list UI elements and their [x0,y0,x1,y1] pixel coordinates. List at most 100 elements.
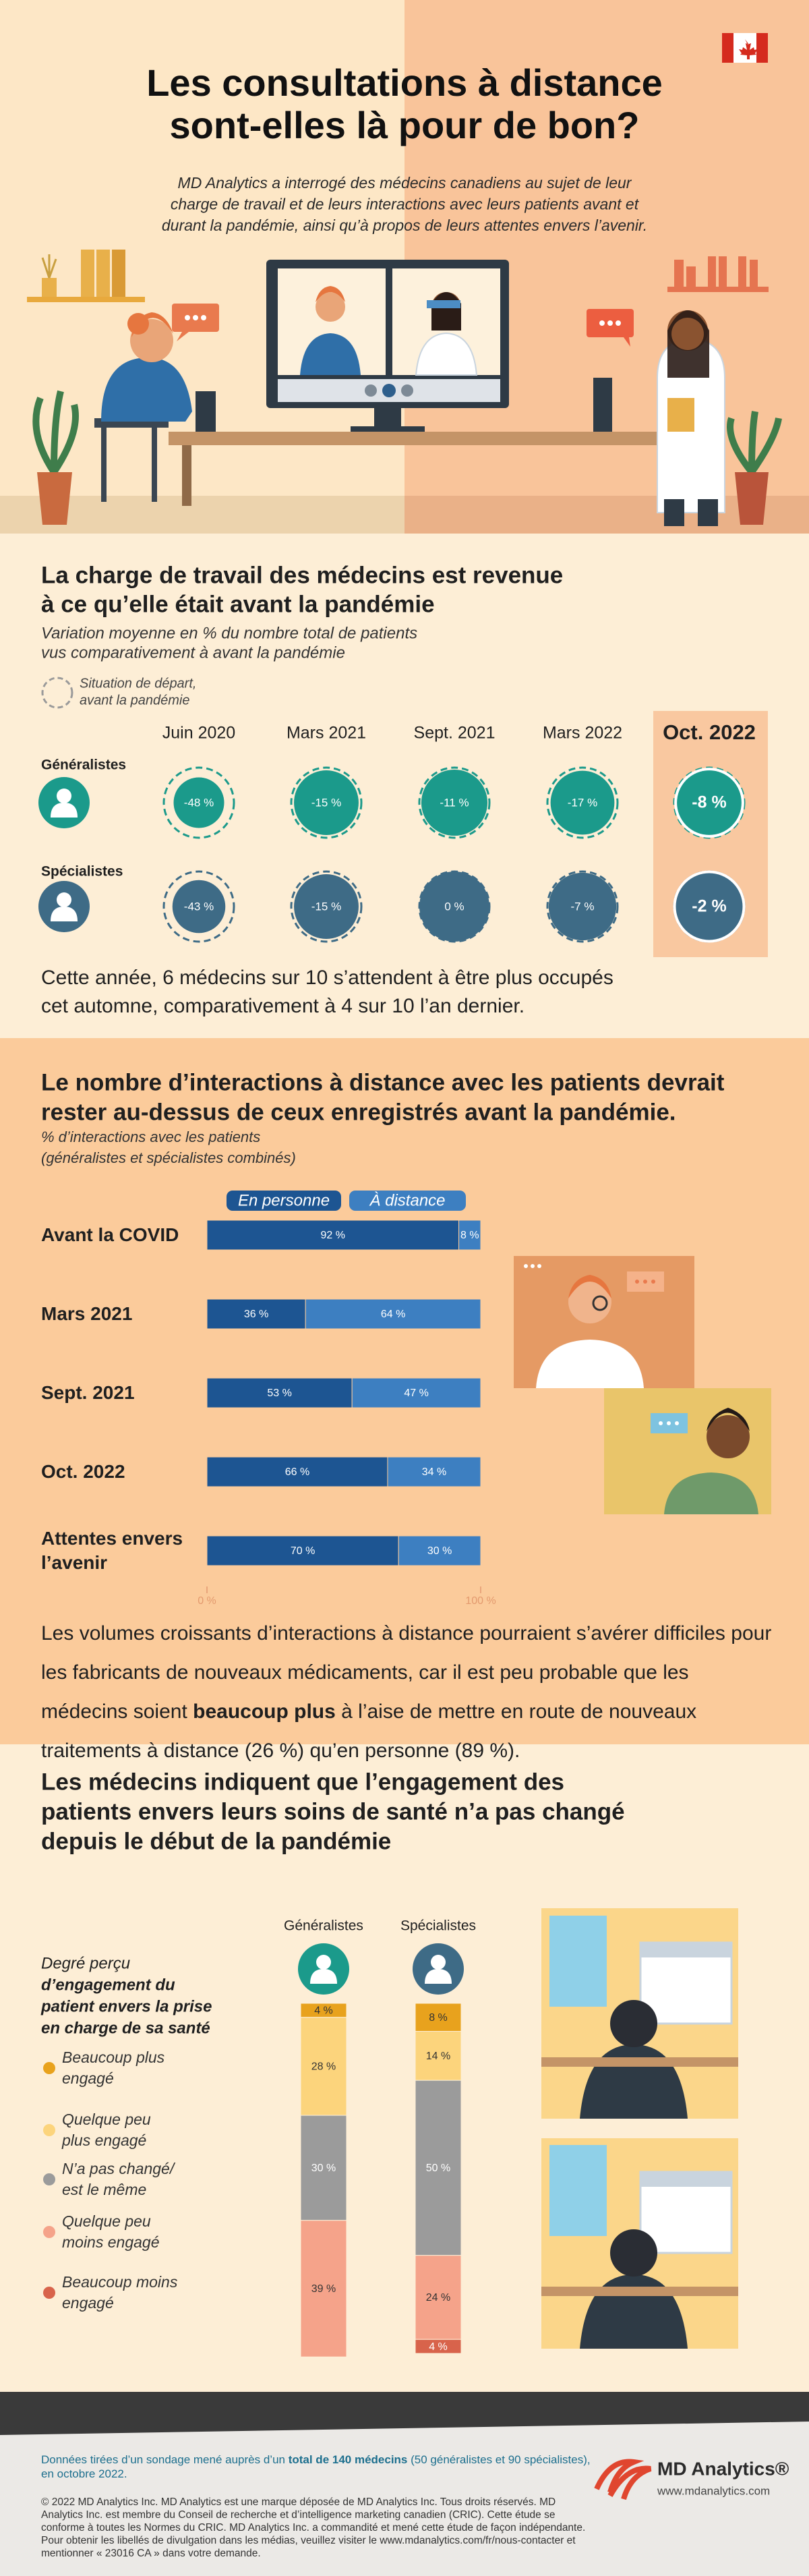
change-circle [294,770,359,835]
column-header: Mars 2021 [287,724,366,743]
source-text-part: total de 140 médecins [288,2453,408,2466]
section-title: patients envers leurs soins de santé n’a… [41,1798,625,1825]
group-icon [310,1969,337,1984]
intro-text: MD Analytics a interrogé des médecins ca… [178,174,632,192]
shelf-right [667,256,769,292]
brand-url: www.mdanalytics.com [657,2484,770,2497]
legend-pill [227,1191,341,1211]
baseline-circle [290,870,363,943]
bar-value-label: 53 % [267,1387,291,1399]
bar-value-label: 24 % [426,2292,450,2303]
intro-text: durant la pandémie, ainsi qu’à propos de… [162,217,647,234]
bar-segment [415,2080,462,2256]
bar-segment [415,2031,462,2081]
bar-segment [305,1298,481,1329]
bar-segment [206,1535,399,1566]
column-header: Spécialistes [400,1918,476,1934]
note-text: Cette année, 6 médecins sur 10 s’attende… [41,967,613,989]
change-circle [421,769,488,836]
chat-bubble-right [587,309,634,347]
section-subtitle: vus comparativement à avant la pandémie [41,643,345,662]
baseline-circle [290,766,363,839]
change-circle [294,874,359,939]
note-text-part: beaucoup plus [193,1700,336,1723]
row-label: Généralistes [41,757,126,773]
bar-value-label: 64 % [381,1309,405,1320]
value-label: -17 % [568,796,597,809]
baseline-circle [546,870,619,943]
bar-value-label: 66 % [285,1466,309,1478]
value-label: -15 % [311,796,341,809]
section-title: La charge de travail des médecins est re… [41,562,563,588]
note-text-part: Les volumes croissants d’interactions à … [41,1622,772,1723]
column-header: Sept. 2021 [414,724,496,743]
legend-label: Beaucoup moins engagé [62,2273,178,2312]
source-text: Données tirées d’un sondage mené auprès … [41,2453,594,2481]
calendar-scene [541,2138,738,2349]
bar-segment [206,1220,460,1251]
baseline-legend-text: avant la pandémie [80,693,189,708]
bar-value-label: 70 % [291,1545,315,1557]
change-circle [419,871,489,942]
category-label: Mars 2021 [41,1303,133,1324]
section-title: Les médecins indiquent que l’engagement … [41,1769,564,1795]
bar-value-label: 92 % [321,1230,345,1241]
legend-dot [43,2173,55,2185]
group-icon [51,907,78,921]
column-header: Oct. 2022 [663,720,756,744]
group-icon [316,1955,331,1970]
shelf-left [27,250,145,302]
category-label: Sept. 2021 [41,1382,135,1403]
change-circle [172,880,226,934]
bar-segment [206,1377,353,1408]
logo-mark [594,2459,652,2500]
legend-pill [349,1191,466,1211]
value-label: -15 % [311,900,341,913]
row-label: Spécialistes [41,864,123,880]
value-label: -8 % [692,793,726,812]
legend-label: À distance [369,1191,445,1209]
note-text: cet automne, comparativement à 4 sur 10 … [41,995,525,1017]
bar-segment [206,1456,388,1487]
baseline-circle [162,870,235,943]
bar-value-label: 28 % [311,2061,336,2073]
baseline-legend-text: Situation de départ, [80,676,196,691]
chart-subtitle: en charge de sa santé [41,2019,210,2037]
value-label: 0 % [444,900,464,913]
canada-flag [722,33,768,63]
desk [169,432,681,445]
bar-segment [415,2003,462,2032]
chart-subtitle: d’engagement du [41,1976,175,1994]
baseline-circle [418,766,491,839]
note-text: Les volumes croissants d’interactions à … [41,1614,776,1771]
bar-value-label: 8 % [460,1230,479,1241]
baseline-circle [546,766,619,839]
bar-value-label: 36 % [244,1309,268,1320]
bar-segment [206,1298,306,1329]
chart-subtitle: Degré perçu [41,1954,130,1972]
baseline-legend-circle [41,677,73,709]
main-title: Les consultations à distance [146,61,663,104]
legend-label: Beaucoup plus engagé [62,2049,165,2087]
bar-value-label: 50 % [426,2163,450,2174]
section-title: rester au-dessus de ceux enregistrés ava… [41,1099,676,1125]
group-icon [425,1969,452,1984]
category-label: Oct. 2022 [41,1461,125,1482]
column-header: Généralistes [284,1918,363,1934]
doctor-right [593,310,725,526]
bar-segment [458,1220,481,1251]
legend-label: Quelque peu plus engagé [62,2111,151,2149]
baseline-circle [673,766,746,839]
x-tick-label: 100 % [465,1595,496,1607]
bar-segment [387,1456,481,1487]
legend-dot [43,2226,55,2238]
section-title: Le nombre d’interactions à distance avec… [41,1069,725,1095]
main-title: sont-elles là pour de bon? [170,104,640,146]
group-icon [51,803,78,818]
calendar-scene [541,1908,738,2119]
bar-value-label: 34 % [422,1466,446,1478]
bar-value-label: 30 % [311,2163,336,2174]
bar-value-label: 30 % [427,1545,452,1557]
change-circle [173,777,224,828]
